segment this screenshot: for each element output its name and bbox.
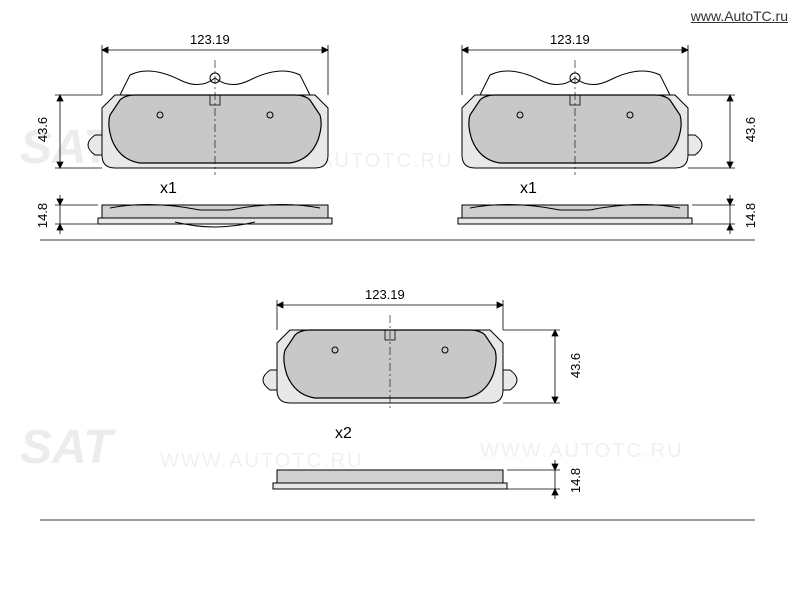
qty-label: x1 — [520, 180, 537, 198]
dim-label-width: 123.19 — [190, 32, 230, 47]
pad-top-left-side — [98, 204, 332, 227]
qty-label: x2 — [335, 425, 352, 443]
pad-bottom — [263, 315, 517, 410]
qty-label: x1 — [160, 180, 177, 198]
pad-top-left — [88, 60, 328, 175]
dim-b-height — [503, 330, 560, 403]
dim-tr-height — [688, 95, 735, 168]
dim-b-thick — [507, 460, 560, 499]
dim-label-height: 43.6 — [35, 117, 50, 142]
dim-label-height: 43.6 — [743, 117, 758, 142]
dim-label-height: 43.6 — [568, 353, 583, 378]
dim-tr-thick — [692, 195, 735, 234]
dim-label-width: 123.19 — [550, 32, 590, 47]
dim-label-thick: 14.8 — [35, 203, 50, 228]
pad-top-right — [462, 60, 702, 175]
dim-label-width: 123.19 — [365, 287, 405, 302]
pad-bottom-side — [273, 470, 507, 489]
dim-tl-thick — [55, 195, 98, 234]
pad-top-right-side — [458, 204, 692, 224]
dim-label-thick: 14.8 — [568, 468, 583, 493]
dim-label-thick: 14.8 — [743, 203, 758, 228]
dim-tl-height — [55, 95, 102, 168]
